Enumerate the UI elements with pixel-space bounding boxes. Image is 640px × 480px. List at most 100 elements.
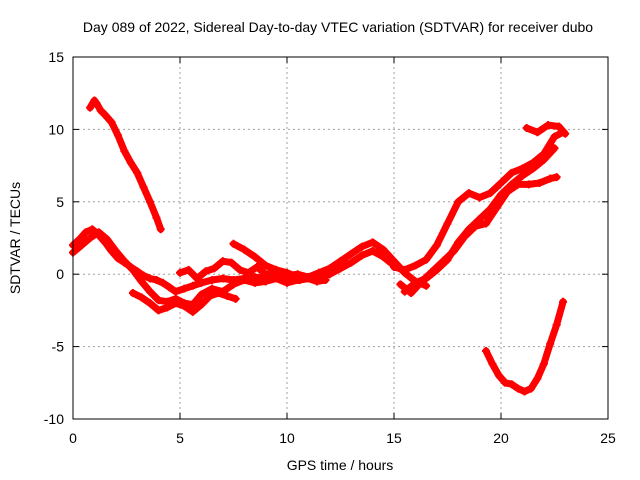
data-point	[205, 291, 214, 300]
series-track-h	[400, 144, 559, 296]
data-point	[176, 268, 184, 277]
data-point	[154, 306, 163, 315]
data-point	[471, 222, 480, 231]
data-point	[218, 274, 227, 283]
data-point	[171, 287, 180, 296]
data-point	[522, 123, 531, 132]
data-point	[120, 257, 129, 266]
data-point	[503, 187, 512, 196]
data-point	[422, 281, 431, 290]
data-point	[139, 183, 148, 192]
data-point	[81, 228, 90, 237]
data-point	[482, 346, 491, 355]
data-point	[417, 277, 426, 286]
data-point	[475, 193, 484, 202]
data-point	[272, 265, 281, 274]
x-tick-label: 10	[279, 430, 295, 446]
data-point	[86, 103, 95, 112]
x-tick-label: 0	[69, 430, 77, 446]
data-point	[321, 275, 330, 284]
data-point	[501, 378, 510, 387]
data-point	[539, 155, 548, 164]
data-point	[103, 235, 112, 244]
series-track-i	[396, 173, 561, 298]
data-point	[253, 262, 262, 271]
data-point	[197, 300, 206, 309]
data-point	[158, 278, 167, 287]
data-point	[133, 168, 142, 177]
y-axis-label: SDTVAR / TECUs	[7, 182, 23, 294]
x-tick-label: 15	[386, 430, 402, 446]
data-point	[86, 234, 95, 242]
data-point	[544, 121, 553, 130]
data-point	[101, 110, 110, 119]
data-point	[396, 280, 405, 289]
data-point	[368, 247, 377, 256]
series-track-f	[229, 239, 334, 282]
data-point	[486, 189, 495, 198]
data-point	[261, 261, 270, 270]
data-point	[180, 302, 189, 311]
y-tick-label: -5	[52, 339, 65, 355]
data-point	[197, 278, 206, 287]
data-point	[554, 122, 563, 131]
data-point	[137, 277, 146, 286]
grid	[73, 57, 608, 419]
x-tick-label: 5	[176, 430, 184, 446]
data-point	[128, 289, 137, 298]
data-point	[107, 118, 116, 127]
data-point	[497, 178, 505, 187]
data-point	[184, 265, 193, 274]
data-point	[411, 261, 420, 270]
data-point	[218, 257, 227, 266]
chart-title: Day 089 of 2022, Sidereal Day-to-day VTE…	[83, 19, 593, 35]
data-point	[188, 307, 197, 316]
data-point	[128, 265, 137, 274]
data-point	[165, 283, 174, 292]
data-point	[137, 293, 146, 302]
data-point	[208, 275, 217, 284]
x-tick-label: 25	[600, 430, 616, 446]
data-point	[347, 249, 356, 258]
data-point	[460, 232, 469, 241]
data-point	[77, 241, 86, 250]
data-point	[120, 147, 129, 156]
data-point	[146, 287, 155, 296]
data-point	[357, 251, 366, 260]
data-point	[529, 164, 538, 173]
data-point	[188, 281, 197, 290]
data-point	[507, 168, 516, 177]
data-point	[526, 384, 535, 393]
series-layer	[69, 96, 570, 396]
y-tick-label: 15	[48, 49, 64, 65]
data-point	[111, 247, 120, 256]
data-point	[94, 228, 103, 237]
data-point	[244, 268, 253, 277]
data-point	[304, 273, 313, 282]
data-point	[171, 299, 180, 308]
data-point	[250, 278, 259, 287]
data-point	[449, 247, 458, 256]
data-point	[235, 265, 244, 274]
series-line	[390, 128, 567, 274]
x-axis-label: GPS time / hours	[287, 457, 394, 473]
data-point	[231, 294, 240, 303]
data-point	[315, 268, 324, 277]
data-point	[518, 164, 527, 173]
data-point	[379, 252, 388, 261]
data-point	[126, 158, 135, 167]
data-point	[229, 280, 238, 289]
data-point	[283, 268, 291, 277]
data-point	[422, 255, 431, 264]
data-point	[559, 297, 568, 306]
y-tick-label: 10	[48, 121, 64, 137]
data-point	[539, 359, 548, 368]
data-point	[96, 106, 105, 115]
x-tick-label: 20	[493, 430, 509, 446]
data-point	[535, 178, 544, 187]
data-point	[152, 213, 161, 222]
data-point	[293, 273, 302, 282]
plot-frame	[72, 56, 609, 420]
data-point	[550, 144, 559, 153]
data-point	[152, 275, 161, 284]
